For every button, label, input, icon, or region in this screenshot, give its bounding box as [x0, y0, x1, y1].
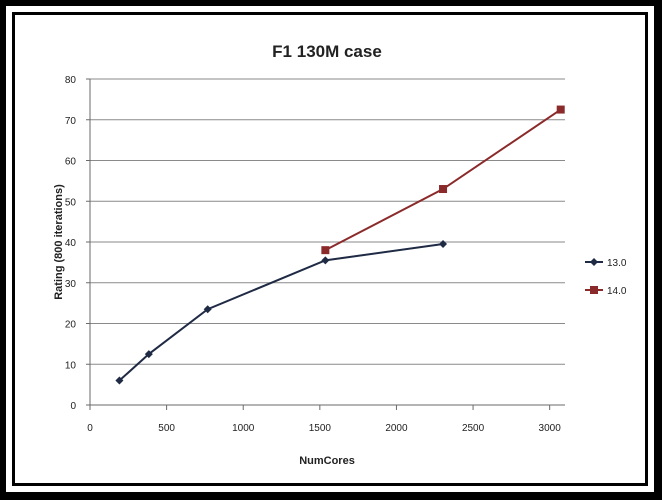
series-layer: [115, 105, 565, 385]
y-tick-label: 10: [65, 360, 77, 371]
data-point-diamond: [144, 350, 153, 359]
x-tick-label: 1500: [309, 423, 332, 434]
series-14-0: [321, 105, 565, 255]
chart-frame: [12, 12, 648, 486]
series-line: [324, 108, 562, 252]
x-tick-label: 0: [87, 423, 93, 434]
series-line: [118, 243, 444, 382]
y-tick-label: 80: [65, 75, 77, 86]
legend: 13.0 14.0: [585, 258, 627, 297]
grid-layer: [90, 78, 565, 365]
chart-title: F1 130M case: [272, 42, 382, 61]
x-tick-label: 3000: [539, 423, 562, 434]
y-tick-label: 40: [65, 238, 77, 249]
legend-item: 14.0: [585, 286, 627, 297]
series-13-0: [115, 240, 448, 385]
x-tick-label: 1000: [232, 423, 255, 434]
x-tick-label: 500: [158, 423, 175, 434]
chart-frame-outer: [6, 6, 654, 492]
y-tick-label: 50: [65, 197, 77, 208]
y-tick-label: 20: [65, 320, 77, 331]
legend-marker-square: [590, 286, 598, 294]
data-point-diamond: [439, 240, 448, 249]
data-point-square: [439, 185, 448, 194]
x-tick-label: 2500: [462, 423, 485, 434]
data-point-square: [321, 246, 330, 255]
data-point-square: [556, 105, 565, 114]
y-tick-label: 0: [70, 401, 76, 412]
x-axis-title: NumCores: [299, 455, 355, 467]
data-point-diamond: [321, 256, 330, 265]
y-tick-label: 60: [65, 157, 77, 168]
legend-marker-diamond: [590, 258, 598, 266]
legend-label: 14.0: [607, 286, 627, 297]
y-tick-label: 70: [65, 116, 77, 127]
legend-label: 13.0: [607, 258, 627, 269]
x-tick-label: 2000: [385, 423, 408, 434]
axis-layer: 0 10 20 30 40 50 60 70 80 0 500 1000 1500 2000 2500 300…: [65, 75, 565, 434]
data-point-diamond: [115, 376, 124, 385]
y-axis-title: Rating (800 iterations): [53, 184, 65, 300]
legend-item: 13.0: [585, 258, 627, 269]
y-tick-label: 30: [65, 279, 77, 290]
data-point-diamond: [203, 305, 212, 314]
